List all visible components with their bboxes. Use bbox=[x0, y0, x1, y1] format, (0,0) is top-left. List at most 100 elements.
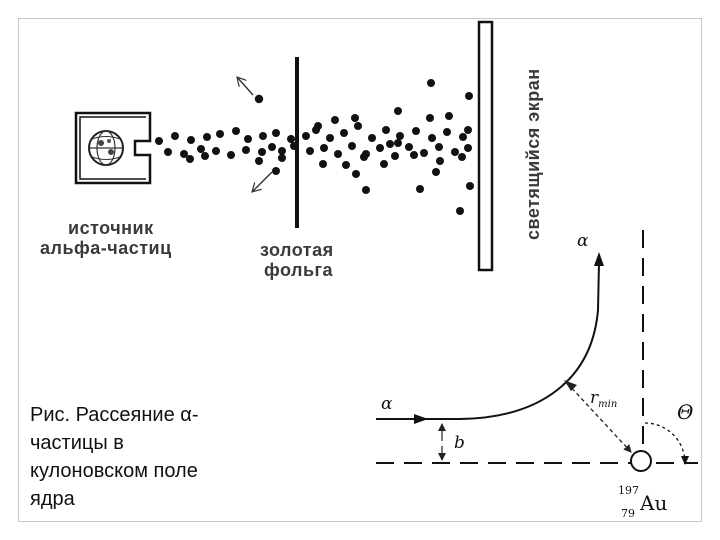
alpha-particle-dot bbox=[171, 132, 179, 140]
atomic-number-label: 79 bbox=[621, 507, 635, 520]
alpha-particle-dot bbox=[348, 142, 356, 150]
trajectory-arrowhead-in bbox=[414, 414, 428, 424]
scattering-diagram: α α b rmin Θ 197 79 Au bbox=[376, 230, 698, 520]
alpha-particle-dot bbox=[164, 148, 172, 156]
alpha-particle-dot bbox=[416, 185, 424, 193]
alpha-particle-dot bbox=[465, 92, 473, 100]
alpha-label-top: α bbox=[577, 231, 589, 251]
theta-label: Θ bbox=[677, 400, 693, 424]
alpha-particle-dot bbox=[334, 150, 342, 158]
alpha-particle-dot bbox=[314, 122, 322, 130]
foil-label: золотая фольга bbox=[260, 240, 334, 280]
alpha-particle-dot bbox=[340, 129, 348, 137]
alpha-particle-dot bbox=[420, 149, 428, 157]
alpha-particle-dot bbox=[427, 79, 435, 87]
alpha-particle-dot bbox=[306, 147, 314, 155]
luminescent-screen bbox=[477, 20, 494, 272]
alpha-particle-dot bbox=[259, 132, 267, 140]
figure-frame bbox=[18, 18, 702, 522]
alpha-particle-dot bbox=[187, 136, 195, 144]
alpha-particle-dot bbox=[227, 151, 235, 159]
alpha-particle-dot bbox=[362, 186, 370, 194]
alpha-particle-dot bbox=[451, 148, 459, 156]
trajectory-arrowhead-out bbox=[594, 252, 604, 266]
alpha-particle-dot bbox=[456, 207, 464, 215]
alpha-particle-dot bbox=[386, 140, 394, 148]
alpha-particle-dot bbox=[186, 155, 194, 163]
alpha-particle-dot bbox=[180, 150, 188, 158]
mass-number-label: 197 bbox=[618, 484, 639, 497]
alpha-particle-dot bbox=[351, 114, 359, 122]
alpha-particle-dot bbox=[216, 130, 224, 138]
alpha-particle-dot bbox=[255, 157, 263, 165]
alpha-particle-dot bbox=[405, 143, 413, 151]
alpha-particle-dot bbox=[368, 134, 376, 142]
foil-label-line1: золотая bbox=[260, 240, 334, 260]
alpha-particle-dot bbox=[326, 134, 334, 142]
alpha-source bbox=[74, 111, 152, 185]
alpha-particle-dot bbox=[466, 182, 474, 190]
alpha-particle-dot bbox=[396, 132, 404, 140]
theta-arrowhead bbox=[681, 456, 689, 465]
rmin-label: rmin bbox=[590, 388, 617, 410]
alpha-particle-dot bbox=[428, 134, 436, 142]
alpha-particle-dot bbox=[464, 144, 472, 152]
alpha-label-left: α bbox=[381, 394, 393, 414]
alpha-particle-dot bbox=[155, 137, 163, 145]
alpha-particle-dot bbox=[212, 147, 220, 155]
alpha-particle-dot bbox=[445, 112, 453, 120]
alpha-particle-dot bbox=[302, 132, 310, 140]
alpha-particle-dot bbox=[272, 167, 280, 175]
alpha-trajectory bbox=[376, 261, 600, 420]
alpha-particle-dot bbox=[203, 133, 211, 141]
foil-label-line2: фольга bbox=[264, 260, 334, 280]
alpha-particle-dot bbox=[232, 127, 240, 135]
alpha-particle-dot bbox=[459, 133, 467, 141]
alpha-particle-dot bbox=[331, 116, 339, 124]
alpha-particle-dot bbox=[432, 168, 440, 176]
alpha-particle-dot bbox=[458, 153, 466, 161]
rmin-subscript: min bbox=[598, 399, 617, 410]
alpha-particle-dot bbox=[268, 143, 276, 151]
alpha-particle-dot bbox=[319, 160, 327, 168]
alpha-particle-dot bbox=[382, 126, 390, 134]
radioactive-globe-icon bbox=[88, 130, 124, 166]
alpha-particle-dot bbox=[380, 160, 388, 168]
rmin-dashed-line bbox=[566, 382, 632, 453]
alpha-particle-dot bbox=[443, 128, 451, 136]
alpha-particle-dot bbox=[360, 153, 368, 161]
alpha-particle-dot bbox=[412, 127, 420, 135]
alpha-particle-dot bbox=[272, 129, 280, 137]
screen-label: светящийся экран bbox=[523, 68, 543, 240]
backscatter-arrow-down bbox=[252, 171, 273, 192]
rmin-arrowhead-start bbox=[564, 380, 577, 391]
alpha-particle-dot bbox=[435, 143, 443, 151]
alpha-particle-dot bbox=[426, 114, 434, 122]
backscattered-particle bbox=[254, 94, 264, 104]
alpha-particle-dot bbox=[391, 152, 399, 160]
alpha-particle-dot bbox=[342, 161, 350, 169]
alpha-particle-dot bbox=[242, 146, 250, 154]
alpha-particle-dot bbox=[394, 139, 402, 147]
figure-caption: Рис. Рассеяние α-частицы в кулоновском п… bbox=[30, 404, 199, 510]
alpha-particle-dot bbox=[320, 144, 328, 152]
gold-nucleus bbox=[630, 450, 652, 472]
alpha-particle-dot bbox=[352, 170, 360, 178]
alpha-particle-dot bbox=[436, 157, 444, 165]
alpha-particle-dot bbox=[278, 147, 286, 155]
source-label-line1: источник bbox=[68, 218, 154, 238]
alpha-particle-dot bbox=[394, 107, 402, 115]
alpha-particle-dot bbox=[290, 142, 298, 150]
alpha-particle-dot bbox=[410, 151, 418, 159]
alpha-particle-dot bbox=[354, 122, 362, 130]
alpha-particle-dot bbox=[278, 154, 286, 162]
alpha-particle-dot bbox=[376, 144, 384, 152]
element-label: Au bbox=[639, 491, 667, 515]
alpha-particle-dot bbox=[197, 145, 205, 153]
alpha-particles bbox=[155, 79, 474, 215]
alpha-particle-dot bbox=[258, 148, 266, 156]
alpha-particle-dot bbox=[201, 152, 209, 160]
source-label: источник альфа-частиц bbox=[40, 218, 172, 258]
alpha-particle-dot bbox=[464, 126, 472, 134]
